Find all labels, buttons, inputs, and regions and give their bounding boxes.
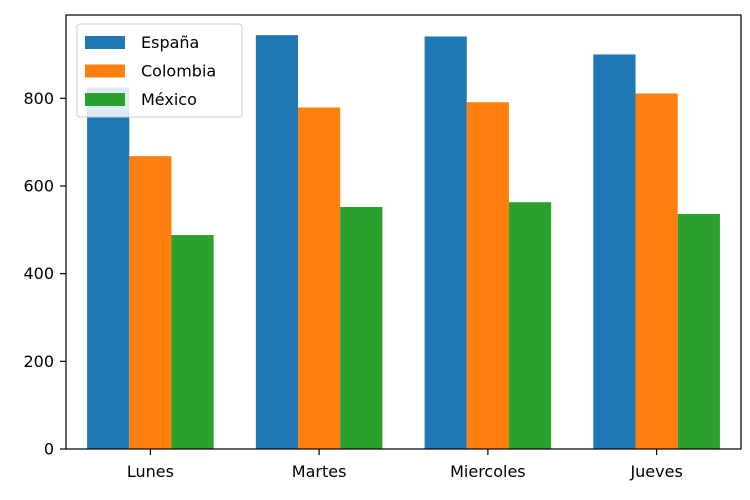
x-tick-label: Jueves [629, 462, 682, 481]
legend-label-méxico: México [141, 90, 197, 109]
y-tick-label: 200 [23, 352, 54, 371]
bar-méxico-martes [340, 207, 383, 449]
legend: España Colombia México [76, 23, 243, 118]
legend-label-colombia: Colombia [141, 62, 216, 81]
legend-swatch-méxico [85, 93, 125, 106]
y-tick-label: 600 [23, 176, 54, 195]
bar-españa-jueves [593, 54, 636, 450]
x-tick-label: Lunes [127, 462, 174, 481]
x-tick-label: Martes [292, 462, 347, 481]
legend-swatch-españa [85, 36, 125, 49]
legend-swatch-colombia [85, 64, 125, 78]
x-tick-label: Miercoles [450, 462, 526, 481]
bar-colombia-martes [298, 107, 341, 449]
axes-layer: 0 200 400 600 800 Lunes Martes Miercoles Jueves [23, 14, 742, 481]
bar-españa-lunes [87, 87, 130, 449]
bar-colombia-miercoles [466, 102, 509, 450]
bar-méxico-miercoles [508, 202, 552, 449]
legend-label-españa: España [141, 33, 199, 52]
bar-colombia-jueves [635, 93, 678, 450]
y-tick-label: 0 [44, 440, 54, 459]
bar-españa-martes [255, 35, 299, 450]
bars-layer [87, 35, 720, 450]
bar-colombia-lunes [129, 156, 172, 449]
plot-frame [65, 14, 742, 450]
bar-méxico-lunes [171, 235, 214, 449]
bar-españa-miercoles [424, 36, 467, 450]
bar-méxico-jueves [677, 214, 720, 449]
y-tick-label: 400 [23, 264, 54, 283]
y-tick-label: 800 [23, 89, 54, 108]
